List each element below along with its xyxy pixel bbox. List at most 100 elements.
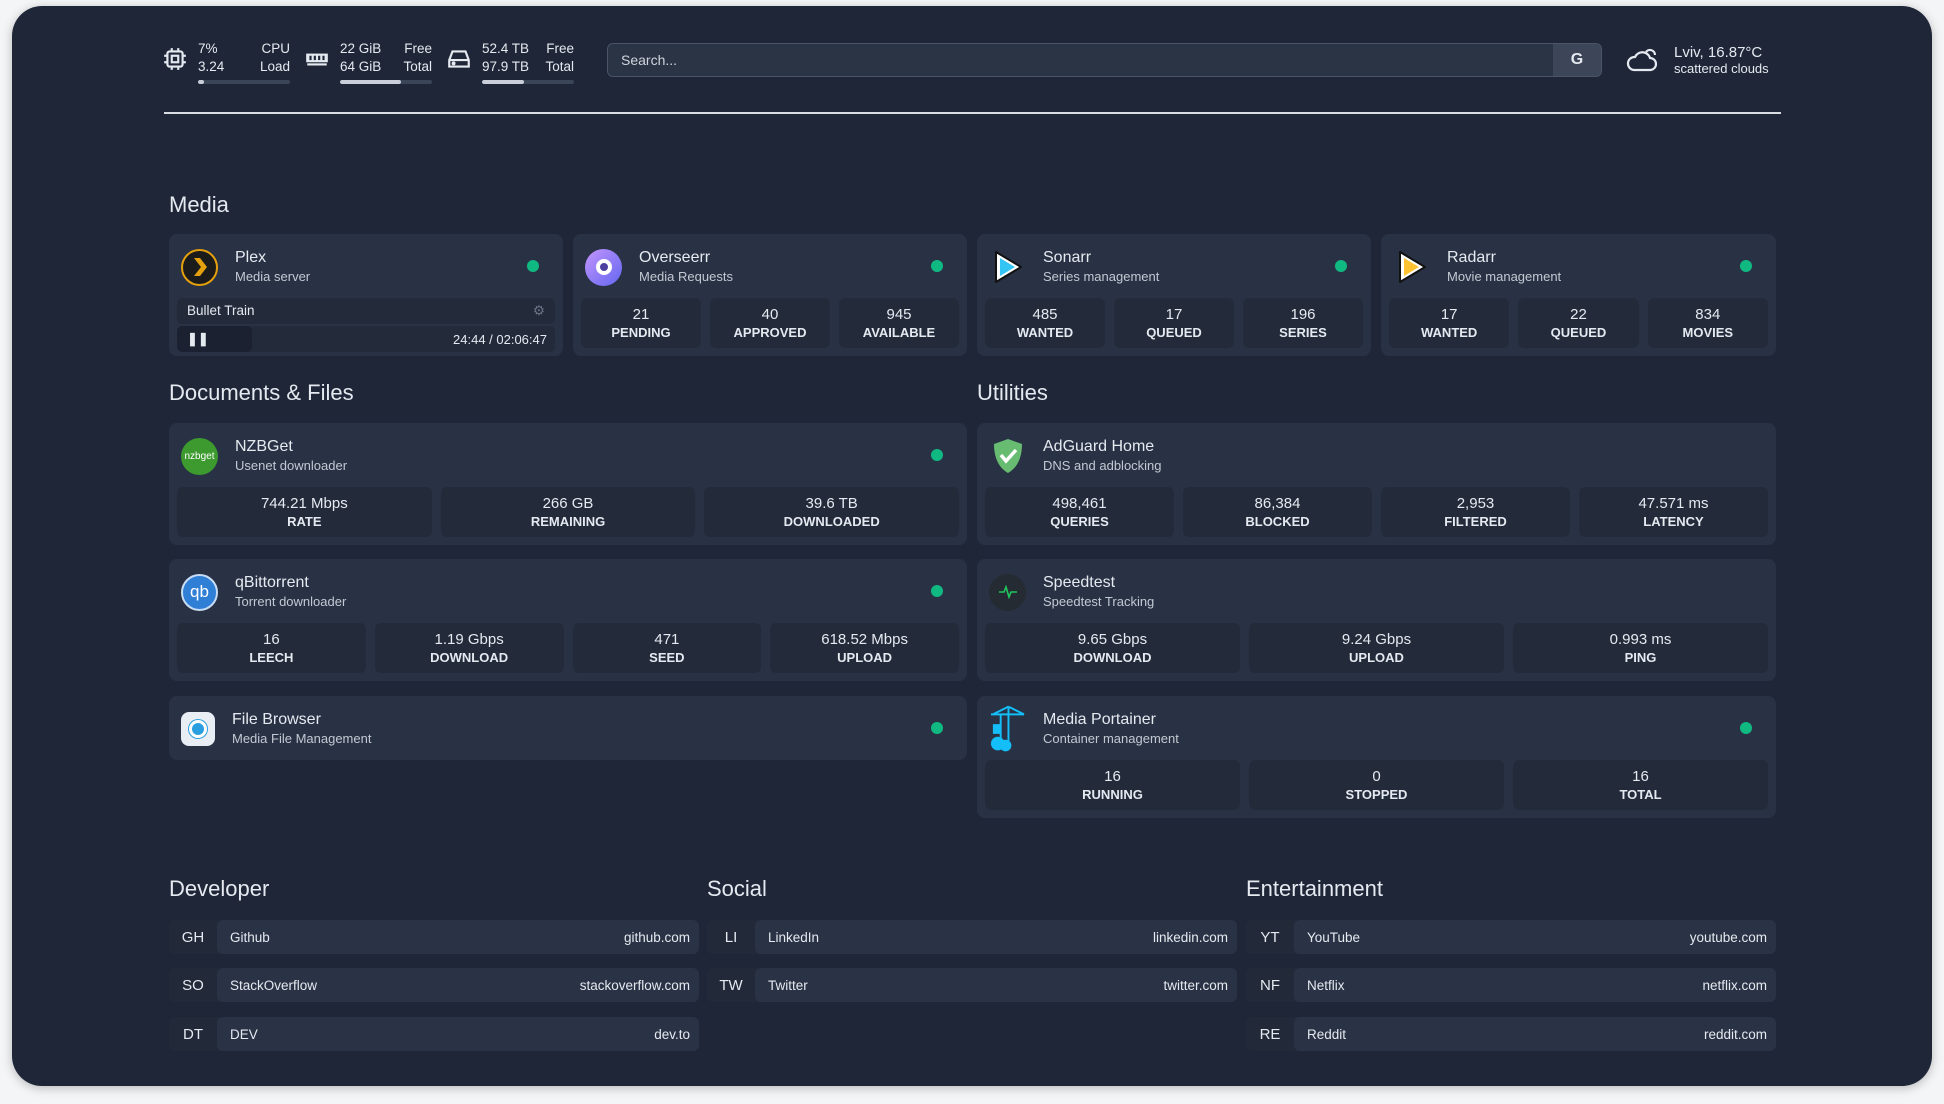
speedtest-card[interactable]: Speedtest Speedtest Tracking 9.65 Gbps DOW… — [977, 559, 1776, 681]
service-description: Speedtest Tracking — [1043, 594, 1155, 609]
bookmark-social[interactable]: LI LinkedIn linkedin.com — [707, 920, 1237, 954]
stat-queries: 498,461 QUERIES — [985, 487, 1174, 537]
nzbget-card[interactable]: nzbget NZBGet Usenet downloader 744.21 Mb… — [169, 423, 967, 545]
speedtest-pulse-icon — [989, 573, 1026, 611]
status-indicator — [1335, 260, 1347, 272]
stat-value: 834 — [1695, 306, 1721, 323]
sonarr-card[interactable]: Sonarr Series management 485 WANTED 17 QUEU… — [977, 234, 1371, 356]
memory-icon — [306, 53, 328, 66]
stat-label: UPLOAD — [837, 650, 893, 665]
bookmark-developer[interactable]: SO StackOverflow stackoverflow.com — [169, 968, 699, 1002]
load-label: Load — [259, 59, 290, 74]
stat-value: 0 — [1372, 768, 1381, 785]
stat-approved: 40 APPROVED — [710, 298, 830, 348]
bookmark-url: linkedin.com — [1152, 929, 1228, 945]
service-name: Sonarr — [1043, 249, 1092, 266]
qbittorrent-icon: qb — [181, 573, 218, 611]
search-input[interactable] — [608, 44, 1553, 76]
service-name: AdGuard Home — [1043, 438, 1155, 455]
filebrowser-card[interactable]: File Browser Media File Management — [169, 696, 967, 760]
sonarr-icon — [989, 249, 1026, 286]
stat-label: TOTAL — [1619, 787, 1662, 802]
bookmark-name: Github — [230, 929, 270, 945]
plex-icon — [181, 248, 218, 286]
service-description: Series management — [1043, 269, 1160, 284]
free-label: Free — [404, 41, 432, 56]
bookmark-name: Twitter — [768, 977, 808, 993]
stat-running: 16 RUNNING — [985, 760, 1240, 810]
stat-seed: 471 SEED — [572, 623, 762, 673]
service-description: Container management — [1043, 731, 1179, 746]
nzbget-icon: nzbget — [181, 437, 218, 475]
stat-value: 9.65 Gbps — [1077, 631, 1148, 648]
stat-value: 39.6 TB — [805, 495, 858, 512]
stat-value: 266 GB — [542, 495, 594, 512]
radarr-card[interactable]: Radarr Movie management 17 WANTED 22 QUEUED… — [1381, 234, 1776, 356]
pause-button[interactable]: ❚❚ — [177, 326, 252, 352]
service-name: Media Portainer — [1043, 711, 1156, 728]
stat-rate: 744.21 Mbps RATE — [177, 487, 432, 537]
gear-icon[interactable]: ⚙ — [532, 303, 545, 318]
stat-label: LATENCY — [1643, 514, 1704, 529]
weather-widget: Lviv, 16.87°C scattered clouds — [1626, 44, 1769, 76]
stat-download: 9.65 Gbps DOWNLOAD — [985, 623, 1240, 673]
stat-ping: 0.993 ms PING — [1513, 623, 1768, 673]
stat-value: 618.52 Mbps — [821, 631, 908, 648]
memory-free: 22 GiB — [340, 41, 382, 56]
adguard-shield-icon — [989, 438, 1026, 475]
bookmark-entertainment[interactable]: NF Netflix netflix.com — [1246, 968, 1776, 1002]
stat-queued: 22 QUEUED — [1518, 298, 1639, 348]
status-indicator — [1740, 722, 1752, 734]
status-indicator — [527, 260, 539, 272]
stat-value: 16 — [1104, 768, 1121, 785]
stat-label: UPLOAD — [1349, 650, 1404, 665]
portainer-card[interactable]: Media Portainer Container management 16 RU… — [977, 696, 1776, 818]
overseerr-card[interactable]: Overseerr Media Requests 21 PENDING 40 APPR… — [573, 234, 967, 356]
bookmark-url: github.com — [623, 929, 690, 945]
qbittorrent-card[interactable]: qb qBittorrent Torrent downloader 16 LEECH… — [169, 559, 967, 681]
bookmark-name: LinkedIn — [768, 929, 820, 945]
bookmark-url: reddit.com — [1703, 1026, 1767, 1042]
stat-value: 22 — [1570, 306, 1587, 323]
plex-card[interactable]: Plex Media server Bullet Train ⚙ ❚❚ 24:44 /… — [169, 234, 563, 356]
bookmark-abbr: SO — [182, 976, 204, 994]
stat-label: QUEUED — [1550, 325, 1607, 340]
adguard-card[interactable]: AdGuard Home DNS and adblocking 498,461 QU… — [977, 423, 1776, 545]
cpu-usage-bar — [198, 80, 290, 84]
service-description: Usenet downloader — [235, 458, 348, 473]
bookmark-developer[interactable]: DT DEV dev.to — [169, 1017, 699, 1051]
stat-blocked: 86,384 BLOCKED — [1183, 487, 1372, 537]
bookmark-entertainment[interactable]: RE Reddit reddit.com — [1246, 1017, 1776, 1051]
free-label: Free — [546, 41, 574, 56]
stat-leech: 16 LEECH — [177, 623, 366, 673]
stat-pending: 21 PENDING — [581, 298, 701, 348]
stat-remaining: 266 GB REMAINING — [440, 487, 696, 537]
service-name: Radarr — [1447, 249, 1496, 266]
stat-value: 40 — [761, 306, 779, 323]
service-name: File Browser — [232, 711, 321, 728]
disk-widget: 52.4 TB Free 97.9 TB Total — [446, 40, 574, 84]
stat-downloaded: 39.6 TB DOWNLOADED — [704, 487, 960, 537]
bookmark-url: twitter.com — [1163, 977, 1228, 993]
bookmark-developer[interactable]: GH Github github.com — [169, 920, 699, 954]
bookmark-entertainment[interactable]: YT YouTube youtube.com — [1246, 920, 1776, 954]
section-media: Media — [169, 192, 229, 217]
bookmark-social[interactable]: TW Twitter twitter.com — [707, 968, 1237, 1002]
section-entertainment: Entertainment — [1246, 876, 1383, 901]
search-provider-button[interactable]: G — [1553, 44, 1601, 76]
stat-label: PING — [1624, 650, 1657, 665]
bookmark-url: dev.to — [654, 1026, 690, 1042]
service-name: Speedtest — [1043, 574, 1116, 591]
service-name: Overseerr — [639, 249, 711, 266]
section-developer: Developer — [169, 876, 270, 901]
stat-label: REMAINING — [530, 514, 606, 529]
stat-value: 0.993 ms — [1609, 631, 1672, 648]
stat-queued: 17 QUEUED — [1114, 298, 1234, 348]
now-playing-title: Bullet Train — [187, 303, 255, 318]
total-label: Total — [545, 59, 574, 74]
stat-value: 86,384 — [1254, 495, 1301, 512]
stat-value: 471 — [654, 631, 680, 648]
service-name: NZBGet — [235, 438, 293, 455]
status-indicator — [931, 449, 943, 461]
stat-label: BLOCKED — [1245, 514, 1310, 529]
